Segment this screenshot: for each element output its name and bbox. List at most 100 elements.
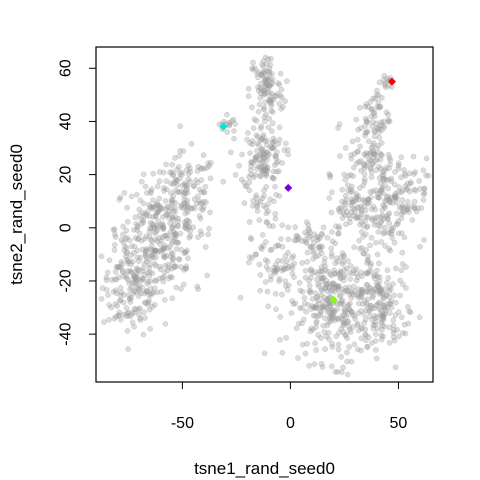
data-point bbox=[367, 189, 374, 195]
data-point bbox=[381, 124, 388, 131]
data-point bbox=[379, 152, 385, 159]
data-point bbox=[166, 215, 173, 222]
data-point bbox=[266, 115, 273, 122]
data-point bbox=[399, 187, 406, 194]
data-point bbox=[131, 306, 138, 312]
data-point bbox=[182, 222, 189, 229]
data-point bbox=[306, 233, 313, 240]
data-point bbox=[367, 262, 374, 269]
data-point bbox=[266, 71, 273, 77]
data-point bbox=[156, 235, 162, 241]
data-point bbox=[379, 212, 386, 219]
data-point bbox=[396, 204, 403, 211]
data-point bbox=[368, 340, 375, 346]
data-point bbox=[326, 308, 332, 315]
data-point bbox=[172, 214, 179, 221]
data-point bbox=[347, 270, 353, 276]
data-point bbox=[370, 289, 377, 296]
data-point bbox=[138, 178, 145, 185]
data-point bbox=[370, 151, 377, 157]
data-point bbox=[137, 290, 144, 296]
data-point bbox=[389, 235, 396, 241]
data-point bbox=[164, 203, 171, 210]
data-point bbox=[390, 224, 397, 231]
data-point bbox=[313, 303, 320, 309]
data-point bbox=[192, 205, 198, 212]
data-point bbox=[165, 261, 172, 268]
data-point bbox=[186, 219, 193, 225]
data-point bbox=[132, 278, 139, 285]
data-point bbox=[379, 312, 385, 319]
data-point bbox=[391, 337, 398, 344]
data-point bbox=[277, 336, 283, 343]
data-point bbox=[271, 162, 278, 169]
data-point bbox=[313, 347, 320, 353]
data-point bbox=[338, 204, 345, 211]
data-point bbox=[354, 346, 361, 353]
data-point bbox=[269, 76, 276, 83]
data-point bbox=[346, 344, 352, 350]
data-point bbox=[265, 303, 272, 310]
y-tick-label: 0 bbox=[58, 223, 75, 232]
data-point bbox=[142, 251, 149, 258]
data-point bbox=[341, 201, 348, 208]
data-point bbox=[354, 215, 361, 221]
data-point bbox=[135, 258, 142, 264]
data-point bbox=[195, 163, 202, 170]
data-point bbox=[385, 275, 392, 281]
data-point bbox=[173, 284, 180, 291]
data-point bbox=[231, 135, 237, 142]
data-point bbox=[184, 202, 191, 209]
data-point bbox=[403, 186, 410, 193]
data-point bbox=[329, 312, 336, 319]
data-point bbox=[261, 167, 268, 174]
data-point bbox=[377, 104, 384, 110]
data-point bbox=[150, 204, 157, 211]
data-point bbox=[373, 167, 380, 173]
data-point bbox=[370, 322, 377, 328]
data-point bbox=[187, 228, 194, 234]
data-point bbox=[181, 266, 187, 273]
data-point bbox=[361, 203, 368, 210]
data-point bbox=[125, 218, 131, 225]
data-point bbox=[124, 268, 131, 275]
data-point bbox=[346, 284, 353, 291]
data-point bbox=[178, 169, 185, 176]
data-point bbox=[189, 205, 195, 212]
data-point bbox=[263, 264, 270, 270]
data-point bbox=[392, 193, 398, 199]
data-point bbox=[375, 125, 382, 131]
data-point bbox=[337, 268, 344, 275]
data-point bbox=[232, 121, 239, 127]
data-point bbox=[151, 229, 158, 236]
data-point bbox=[104, 269, 111, 276]
data-point bbox=[380, 122, 387, 129]
data-point bbox=[149, 247, 156, 253]
data-point bbox=[162, 320, 169, 327]
data-point bbox=[299, 320, 305, 327]
data-point bbox=[128, 294, 134, 301]
data-point bbox=[356, 245, 363, 252]
data-point bbox=[178, 202, 185, 208]
data-point bbox=[148, 252, 155, 259]
data-point bbox=[357, 221, 363, 228]
data-point bbox=[258, 71, 265, 78]
data-point bbox=[364, 128, 371, 135]
data-point bbox=[368, 148, 374, 155]
data-point bbox=[152, 247, 159, 254]
data-point bbox=[177, 123, 183, 130]
data-point bbox=[257, 272, 264, 278]
data-point bbox=[351, 151, 358, 157]
data-point bbox=[149, 221, 156, 227]
data-point bbox=[386, 118, 393, 125]
data-point bbox=[139, 284, 146, 291]
data-point bbox=[370, 292, 376, 299]
data-point bbox=[113, 264, 120, 270]
data-point bbox=[376, 306, 383, 312]
data-point bbox=[143, 212, 150, 218]
data-point bbox=[350, 173, 356, 179]
data-point bbox=[365, 104, 372, 110]
data-point bbox=[127, 313, 134, 319]
data-point bbox=[168, 190, 174, 196]
data-point bbox=[172, 200, 179, 206]
